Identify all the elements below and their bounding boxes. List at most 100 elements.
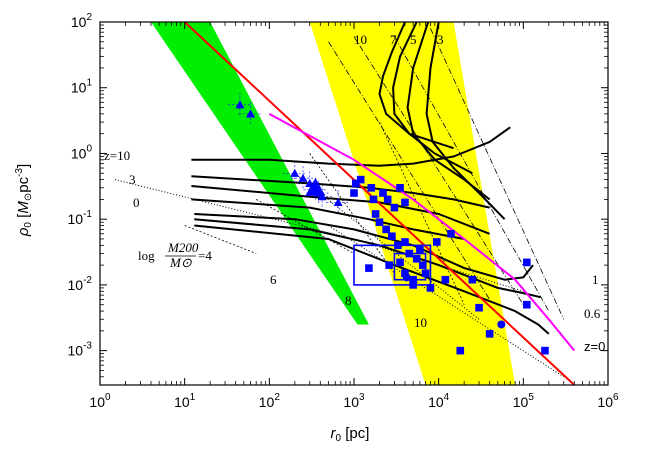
redshift-curve-7	[191, 126, 511, 167]
square-point-23	[396, 258, 404, 267]
square-point-27	[468, 275, 477, 284]
triangle-point-0	[235, 100, 245, 109]
anno-c1: 1	[592, 272, 599, 287]
red-fit-line	[184, 22, 575, 385]
x-tick-label-1: 101	[174, 392, 196, 410]
square-point-12	[382, 225, 390, 234]
mass-line-2	[309, 153, 395, 274]
square-point-28	[475, 303, 483, 312]
anno-mass-eq: =4	[198, 248, 212, 263]
redshift-curve-3	[425, 22, 506, 220]
triangle-point-1	[246, 109, 256, 118]
x-tick-label-3: 103	[343, 392, 365, 410]
magenta-fit-line	[268, 113, 576, 352]
redshift-curve-6	[194, 224, 550, 335]
square-point-9	[401, 198, 409, 207]
y-tick-label-3: 100	[71, 143, 93, 161]
square-point-11	[375, 218, 384, 226]
redshift-curve-10	[191, 198, 465, 240]
redshift-curves	[191, 22, 550, 335]
dashdot-line-3	[430, 28, 565, 320]
square-point-35	[432, 238, 441, 246]
square-point-0	[350, 189, 358, 197]
yellow-band	[309, 22, 516, 385]
triangle-point-6	[298, 173, 308, 182]
anno-m6: 6	[270, 272, 277, 287]
square-point-37	[409, 281, 417, 289]
square-point-1	[351, 179, 360, 188]
square-point-31	[541, 346, 549, 355]
square-point-14	[394, 241, 402, 250]
mass-line-3	[379, 121, 465, 305]
dashdot-line-0	[328, 41, 490, 300]
x-axis: 100 101 102 103 104 105 106	[89, 22, 619, 410]
square-point-24	[426, 284, 435, 292]
triangle-point-8	[290, 168, 300, 177]
square-point-33	[485, 330, 494, 338]
y-tick-label-1: 10-2	[68, 275, 93, 293]
square-point-3	[367, 184, 376, 192]
data-points	[235, 100, 549, 355]
x-tick-label-4: 104	[428, 392, 450, 410]
anno-top5: 5	[410, 32, 417, 47]
square-point-5	[379, 189, 387, 197]
mass-line-1	[256, 199, 355, 254]
triangle-point-7	[333, 197, 343, 207]
x-tick-label-2: 102	[259, 392, 281, 410]
mass-line-0	[184, 225, 257, 254]
y-tick-label-5: 102	[71, 12, 93, 30]
anno-m8: 8	[345, 293, 352, 308]
anno-mass-log: log	[138, 248, 155, 263]
y-axis-label: ρ0 [M⊙pc-3]	[14, 164, 34, 237]
anno-m10: 10	[414, 315, 427, 330]
anno-top3: 3	[437, 32, 444, 47]
square-point-2	[356, 175, 365, 184]
x-tick-label-0: 100	[89, 392, 111, 410]
anno-cz0: z=0	[584, 339, 605, 354]
x-tick-label-6: 106	[597, 392, 619, 410]
anno-z10: z=10	[104, 148, 130, 163]
bands	[151, 22, 516, 385]
square-point-19	[421, 269, 430, 278]
square-point-17	[412, 254, 421, 263]
green-band	[151, 22, 369, 325]
anno-top10: 10	[354, 32, 367, 47]
square-point-16	[405, 249, 414, 258]
blue-box-0	[353, 244, 432, 286]
square-point-34	[365, 264, 373, 272]
anno-0: 0	[133, 195, 140, 210]
triangle-point-5	[317, 192, 327, 201]
anno-mass-den: M⊙	[169, 255, 192, 270]
square-point-30	[523, 300, 531, 309]
square-point-21	[401, 269, 409, 278]
circle-point-0	[497, 320, 506, 329]
plot-area	[114, 22, 576, 385]
square-point-29	[523, 258, 531, 267]
mass-lines	[184, 121, 465, 305]
square-point-22	[385, 261, 393, 269]
y-tick-label-2: 10-1	[68, 209, 93, 227]
anno-c06: 0.6	[584, 306, 601, 321]
redshift-curve-8	[191, 175, 490, 209]
x-axis-label: r0 [pc]	[331, 425, 370, 444]
square-point-20	[409, 275, 417, 284]
fit-lines	[184, 22, 576, 385]
square-point-25	[441, 275, 450, 284]
anno-mass-num: M200	[167, 240, 199, 255]
square-point-18	[419, 261, 427, 269]
anno-top7: 7	[390, 32, 397, 47]
square-point-4	[369, 195, 378, 204]
square-point-13	[388, 232, 396, 241]
square-point-15	[401, 238, 409, 246]
square-point-10	[371, 210, 380, 218]
big-triangle-point	[305, 177, 326, 196]
y-tick-label-4: 101	[71, 78, 93, 96]
square-point-32	[456, 346, 465, 355]
square-point-8	[396, 184, 404, 192]
square-point-36	[416, 245, 424, 253]
redshift-curve-1	[392, 22, 473, 175]
anno-3: 3	[129, 172, 136, 187]
x-tick-label-5: 105	[513, 392, 535, 410]
